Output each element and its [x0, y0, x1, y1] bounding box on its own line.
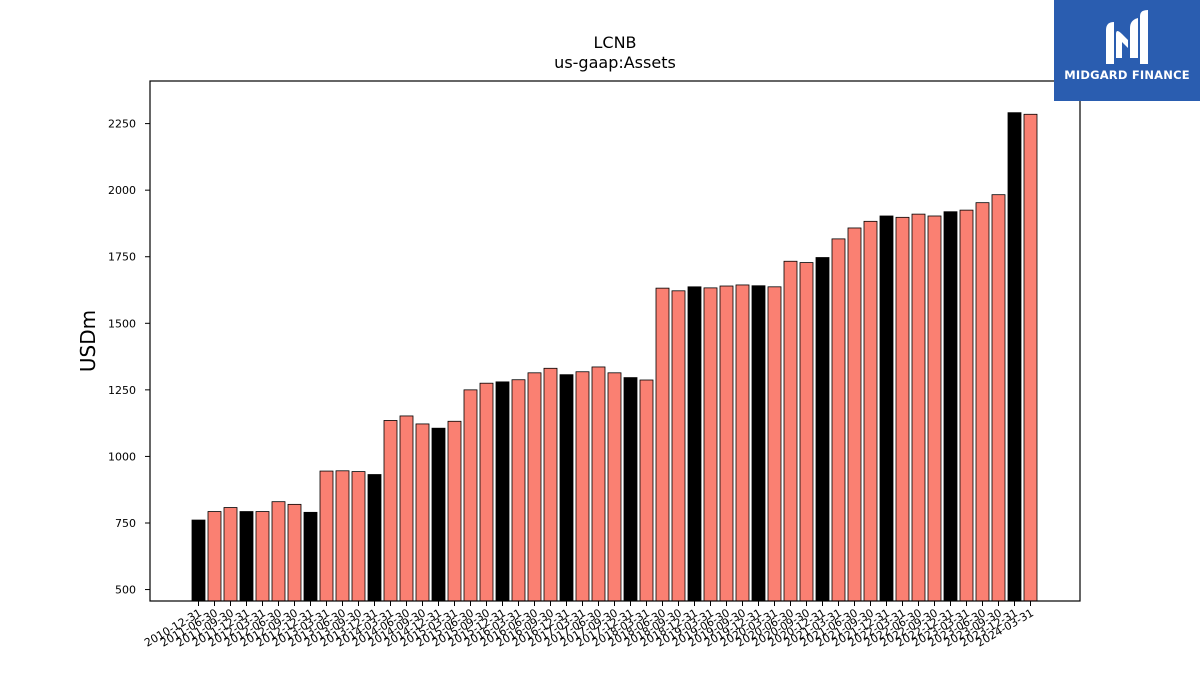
bar-2017-09-30 — [607, 372, 622, 602]
bar-2020-03-31 — [767, 286, 782, 602]
logo-mark-icon — [1106, 10, 1148, 64]
y-tick-label: 2250 — [108, 118, 136, 131]
bar-2010-12-31 — [191, 519, 206, 602]
bar-2015-06-30 — [463, 389, 478, 602]
bar-2014-06-30 — [399, 415, 414, 602]
y-axis-label: USDm — [76, 310, 100, 372]
bar-2019-12-31 — [751, 285, 766, 602]
chart-title: LCNB — [593, 33, 636, 52]
bar-2023-06-30 — [975, 202, 990, 602]
bar-2019-03-31 — [703, 287, 718, 602]
bar-2018-12-31 — [687, 286, 702, 602]
bar-2016-09-30 — [543, 367, 558, 602]
bar-2013-12-31 — [367, 474, 382, 602]
bar-2023-03-31 — [959, 209, 974, 602]
bar-2012-09-30 — [287, 503, 302, 602]
bar-2014-12-31 — [431, 427, 446, 602]
bar-2016-03-31 — [511, 379, 526, 602]
bar-2017-06-30 — [591, 366, 606, 602]
bar-2018-03-31 — [639, 379, 654, 602]
y-tick-label: 1000 — [108, 450, 136, 463]
bar-2011-12-31 — [239, 511, 254, 602]
bar-2012-12-31 — [303, 511, 318, 602]
y-axis-ticks: 500 750 1000 1250 1500 1750 2000 2250 — [108, 118, 150, 597]
bar-2015-03-31 — [447, 420, 462, 602]
x-axis-ticks: 2010-12-312011-06-302011-09-302011-12-31… — [142, 601, 1036, 650]
bar-2020-09-30 — [799, 262, 814, 602]
chart-subtitle: us-gaap:Assets — [554, 53, 676, 72]
bar-2022-09-30 — [927, 215, 942, 602]
bar-2019-06-30 — [719, 285, 734, 602]
y-tick-label: 500 — [115, 584, 136, 597]
y-tick-label: 1250 — [108, 384, 136, 397]
bar-2013-06-30 — [335, 470, 350, 602]
bar-2013-03-31 — [319, 470, 334, 602]
logo-text: MIDGARD FINANCE — [1064, 68, 1190, 82]
bar-2023-09-30 — [991, 194, 1006, 602]
bar-2018-06-30 — [655, 287, 670, 602]
bar-2011-09-30 — [223, 507, 238, 602]
bar-2021-09-30 — [863, 220, 878, 602]
bar-2012-03-31 — [255, 511, 270, 602]
plot-frame — [149, 80, 1081, 602]
bar-2015-12-31 — [495, 381, 510, 602]
bar-2014-03-31 — [383, 420, 398, 602]
bar-2022-03-31 — [895, 216, 910, 602]
y-tick-label: 1500 — [108, 317, 136, 330]
y-tick-label: 2000 — [108, 184, 136, 197]
bar-2014-09-30 — [415, 423, 430, 602]
bar-2016-12-31 — [559, 374, 574, 602]
bar-2020-12-31 — [815, 257, 830, 602]
bar-2023-12-31 — [1007, 112, 1022, 602]
bar-2019-09-30 — [735, 284, 750, 602]
bars-group — [191, 112, 1038, 602]
bar-2015-09-30 — [479, 382, 494, 602]
bar-2020-06-30 — [783, 260, 798, 602]
bar-2017-12-31 — [623, 377, 638, 602]
midgard-finance-logo: MIDGARD FINANCE — [1054, 0, 1200, 101]
bar-2022-12-31 — [943, 211, 958, 602]
bar-2021-12-31 — [879, 215, 894, 602]
bar-2024-03-31 — [1023, 113, 1038, 602]
bar-2022-06-30 — [911, 213, 926, 602]
bar-2013-09-30 — [351, 471, 366, 602]
y-tick-label: 750 — [115, 517, 136, 530]
bar-2012-06-30 — [271, 501, 286, 602]
bar-2016-06-30 — [527, 372, 542, 602]
bar-2011-06-30 — [207, 511, 222, 602]
bar-2021-03-31 — [831, 238, 846, 602]
y-tick-label: 1750 — [108, 251, 136, 264]
bar-2021-06-30 — [847, 227, 862, 602]
bar-2017-03-31 — [575, 371, 590, 602]
bar-2018-09-30 — [671, 290, 686, 602]
